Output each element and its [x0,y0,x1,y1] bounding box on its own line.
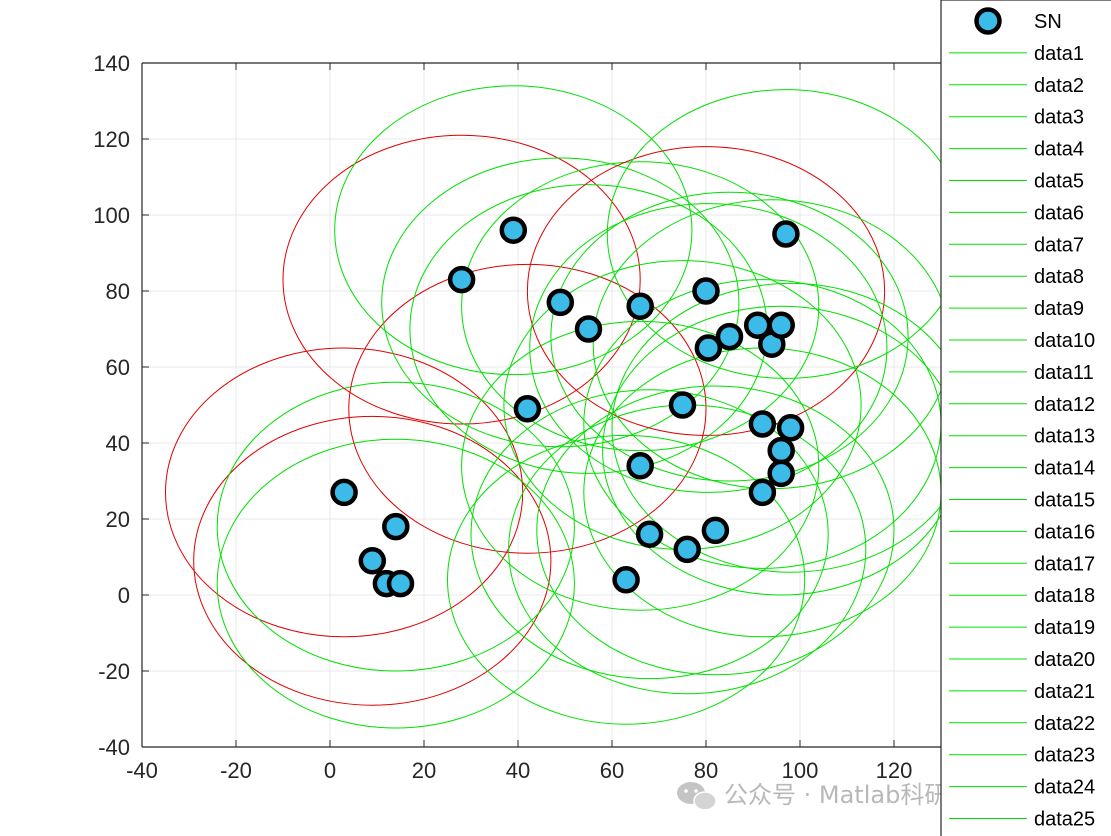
legend-label-data2: data2 [1034,75,1084,97]
coverage-circle-data7 [348,263,707,554]
sensor-node-marker [358,547,387,575]
sensor-node-marker [776,414,805,442]
legend-label-data19: data19 [1034,617,1095,639]
y-tick-label: 120 [93,127,130,152]
sensor-node-marker [701,516,730,545]
legend-label-data16: data16 [1034,521,1095,543]
coverage-circle-data23 [602,305,941,596]
coverage-circle-data10 [446,434,806,725]
sensor-node-marker [447,265,476,294]
coverage-circle-data4 [216,381,575,672]
legend-label-data10: data10 [1034,330,1095,352]
coverage-circle-data20 [583,279,941,569]
legend-label-data15: data15 [1034,490,1095,512]
legend-label-data24: data24 [1034,777,1095,799]
legend-label-data25: data25 [1034,809,1095,831]
sensor-node-marker [626,452,654,480]
x-tick-label: -20 [220,758,252,783]
y-tick-label: -40 [98,735,130,760]
legend-label-data3: data3 [1034,107,1084,129]
sensor-node-marker [612,566,640,594]
sensor-node-marker [635,520,664,548]
coverage-circle-data3 [216,438,575,729]
sensor-node-marker [626,292,654,320]
legend-label-data7: data7 [1034,234,1084,256]
legend-label-data21: data21 [1034,681,1095,703]
legend-label-data22: data22 [1034,713,1095,735]
tick-labels: -40 -20 0 20 40 60 80 100 120 -40 -20 0 20 40 60 80 100 1… [93,51,912,783]
legend-label-data13: data13 [1034,426,1095,448]
y-tick-label: 60 [106,355,130,380]
coverage-circles [165,85,941,729]
legend-label-data23: data23 [1034,745,1095,767]
x-tick-label: 120 [876,758,913,783]
legend-label-data14: data14 [1034,458,1095,480]
sensor-node-marker [513,395,542,423]
sensor-node-marker [499,216,528,244]
sensor-node-marker [546,288,575,317]
sensor-node-marker [330,478,358,507]
sensor-node-marker [748,410,777,438]
legend-label-data20: data20 [1034,649,1095,671]
legend-label-data11: data11 [1034,362,1094,384]
legend-label-sn: SN [1034,11,1062,33]
axes [141,62,941,748]
coverage-circle-data8 [381,157,740,448]
coverage-circle-data12 [461,161,820,452]
sensor-node-marker [715,322,744,351]
sensor-node-marker [772,220,800,248]
coverage-circle-data11 [461,320,820,611]
x-tick-label: 100 [782,758,819,783]
sensor-node-marker [767,436,795,465]
wechat-icon [677,782,717,811]
coverage-circle-data16 [526,146,886,436]
coverage-circle-data17 [529,203,888,493]
legend-label-data4: data4 [1034,139,1084,161]
sensor-node-marker [748,478,777,507]
legend-marker-sn [974,7,1002,35]
sensor-node-marker [673,535,701,564]
sensor-node-marker [767,311,795,339]
y-tick-label: 40 [106,431,130,456]
x-tick-label: 20 [412,758,436,783]
legend-label-data9: data9 [1034,298,1084,320]
coverage-circle-data6 [334,85,693,376]
sensor-node-marker [692,277,720,305]
sensor-node-marker [574,315,603,343]
legend-label-data5: data5 [1034,171,1084,193]
sensor-node-marker [767,459,795,488]
x-tick-label: 60 [600,758,624,783]
coverage-circle-data18 [536,385,895,676]
y-tick-label: 20 [106,507,130,532]
legend-label-data1: data1 [1034,43,1084,65]
x-tick-label: 0 [324,758,336,783]
y-tick-label: -20 [98,659,130,684]
coverage-circle-data2 [193,415,552,706]
sensor-nodes [330,216,805,598]
legend-label-data6: data6 [1034,202,1084,224]
coverage-circle-data5 [282,134,641,425]
x-tick-label: 40 [506,758,530,783]
x-tick-label: -40 [126,758,158,783]
coverage-circle-data25 [611,282,941,573]
sensor-node-marker [668,391,697,419]
sensor-node-marker [694,334,723,362]
sensor-node-marker [386,569,415,598]
coverage-circle-data13 [470,389,829,680]
x-tick-label: 80 [694,758,718,783]
legend-label-data17: data17 [1034,553,1095,575]
legend-label-data8: data8 [1034,266,1084,288]
legend-label-data12: data12 [1034,394,1095,416]
y-tick-label: 140 [93,51,130,76]
legend: SN data1 data2 data3 data4 data5 data6 data7 dat… [940,0,1111,836]
coverage-circle-data24 [606,89,941,379]
y-tick-label: 80 [106,279,130,304]
coverage-circle-data19 [550,191,909,482]
y-tick-label: 100 [93,203,130,228]
legend-label-data18: data18 [1034,585,1095,607]
y-tick-label: 0 [118,583,130,608]
legend-box [940,0,1111,836]
sensor-node-marker [382,512,410,541]
